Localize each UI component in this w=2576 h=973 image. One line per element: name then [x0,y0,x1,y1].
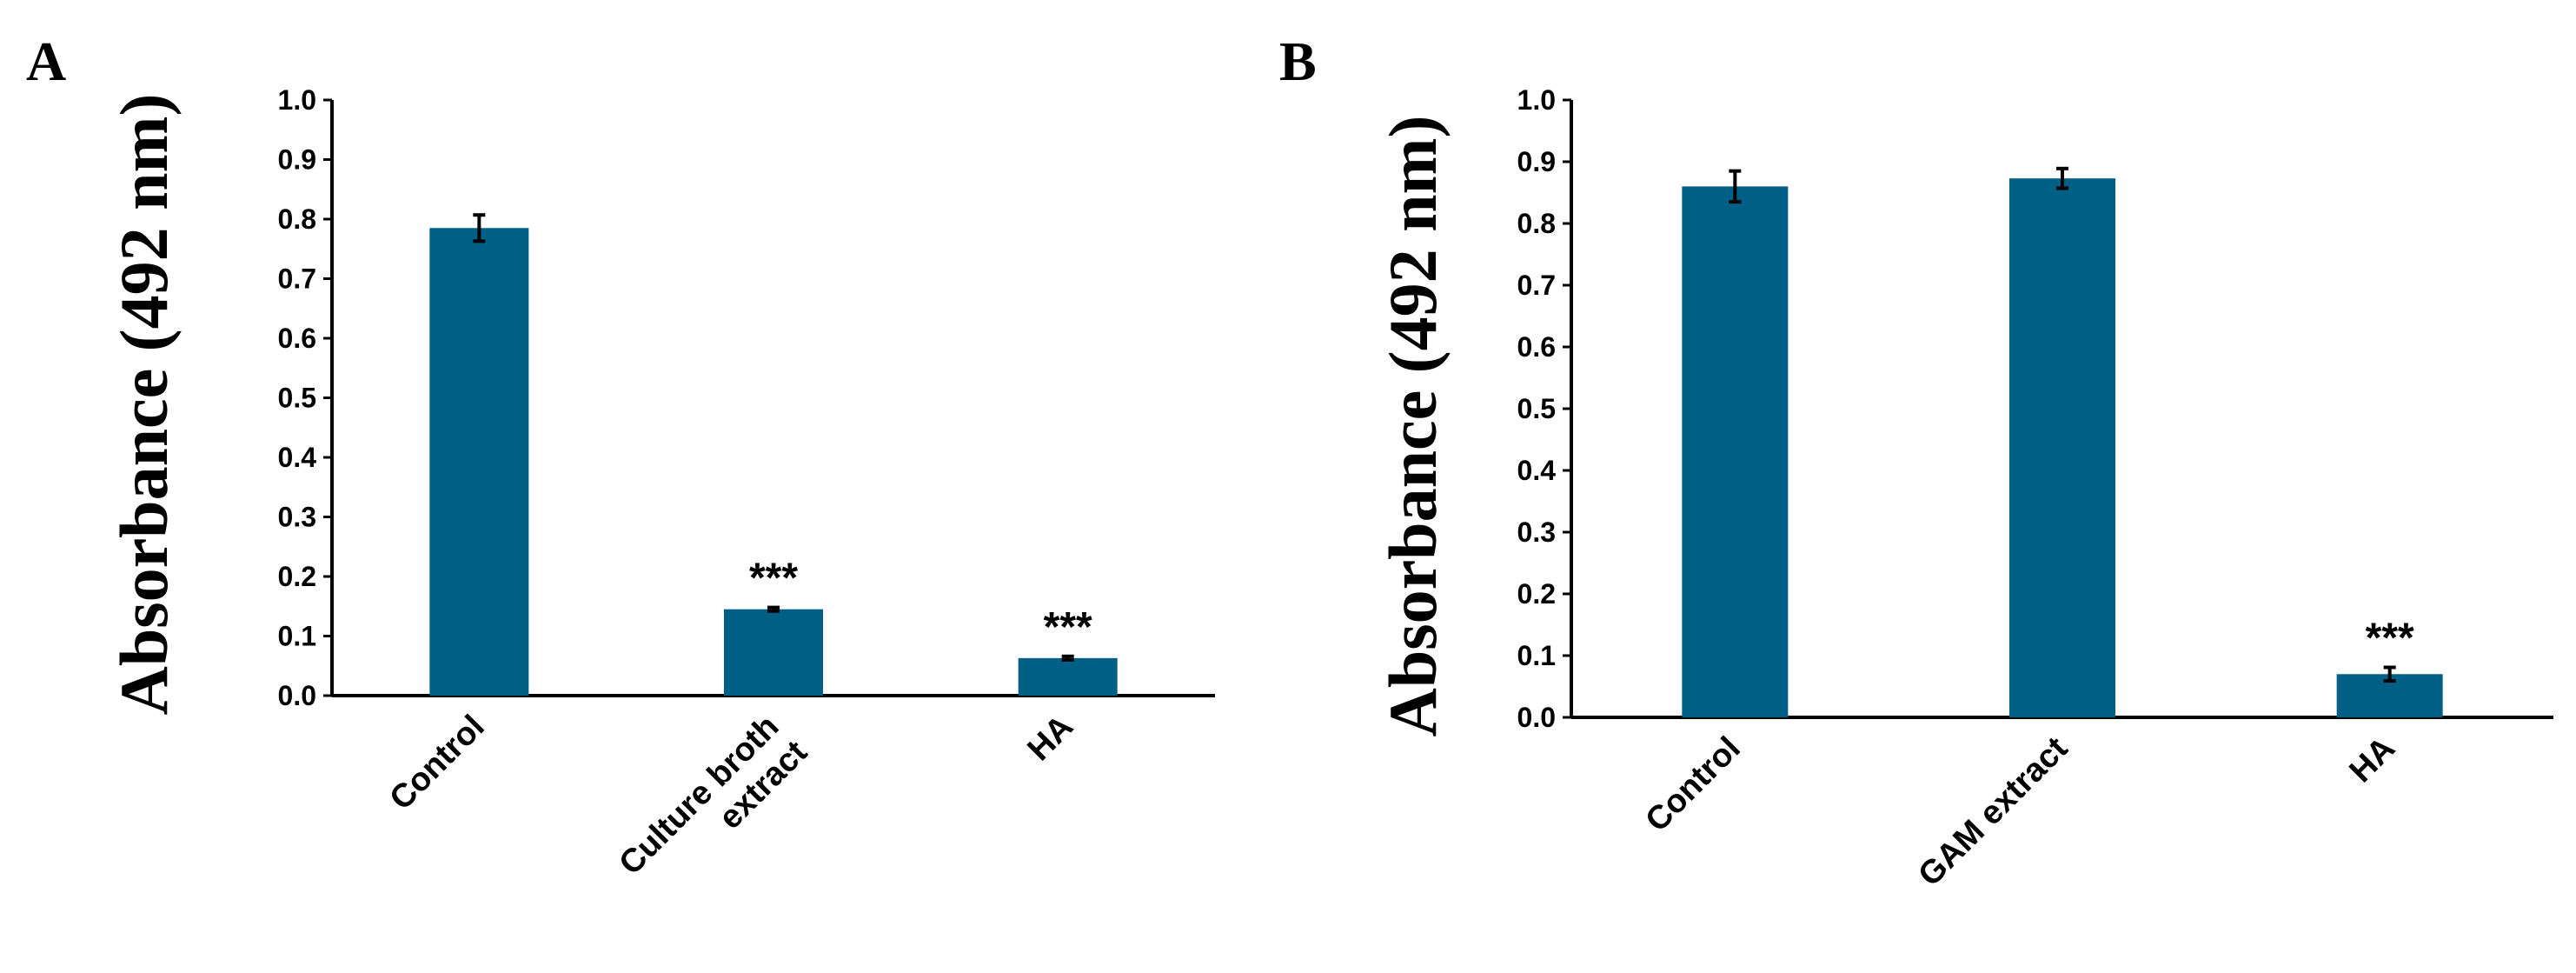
y-tick-label: 0.3 [1517,516,1556,548]
x-tick-label: Culture brothextract [613,707,815,910]
y-tick-label: 0.9 [278,144,316,176]
y-tick-label: 0.8 [278,203,316,235]
chart-panel-a: A Absorbance (492 nm) 0.0 0.1 0.2 0.3 0.4 0.5 0.… [26,30,1215,910]
significance-annotation: *** [2366,615,2414,661]
significance-annotation: *** [749,556,798,602]
y-tick-label: 0.8 [1517,208,1556,239]
significance-annotation: *** [1044,604,1092,650]
y-tick-label: 1.0 [1517,84,1556,116]
y-tick-label: 0.0 [1517,702,1556,733]
chart-panel-b: B Absorbance (492 nm) 0.0 0.1 0.2 0.3 0.4 0.5 0.… [1279,30,2553,894]
panel-letter: A [26,30,66,92]
bar [1682,186,1789,717]
y-tick-label: 0.7 [1517,270,1556,301]
x-tick-label: HA [1021,709,1081,769]
x-tick-label-line: Control [1638,730,1747,839]
y-tick-label: 0.4 [1517,455,1557,486]
x-tick-label: Control [1638,730,1747,839]
x-tick-label-line: HA [2343,730,2403,790]
y-tick-label: 0.5 [278,383,316,414]
x-tick-label: Control [382,709,491,817]
y-tick-label: 1.0 [278,84,316,116]
y-tick-label: 0.1 [278,621,316,652]
bar [429,228,529,696]
x-tick-label: HA [2343,730,2403,790]
x-tick-label-line: Control [382,709,491,817]
y-axis-label: Absorbance (492 nm) [1375,116,1451,737]
bar [724,609,823,696]
y-axis-label: Absorbance (492 nm) [106,94,182,716]
y-tick-label: 0.9 [1517,146,1556,177]
y-tick-label: 0.7 [278,263,316,295]
bar [1018,657,1118,696]
x-tick-label: GAM extract [1911,730,2075,893]
y-tick-label: 0.2 [278,561,316,592]
y-tick-label: 0.5 [1517,393,1556,424]
y-tick-label: 0.1 [1517,640,1556,671]
x-tick-label-line: GAM extract [1911,730,2075,893]
y-tick-label: 0.0 [278,680,316,711]
y-tick-label: 0.6 [278,323,316,354]
x-tick-label-line: HA [1021,709,1081,769]
y-tick-label: 0.4 [278,442,317,473]
y-tick-label: 0.6 [1517,331,1556,363]
bar [2009,178,2115,718]
y-tick-label: 0.2 [1517,578,1556,610]
y-tick-label: 0.3 [278,502,316,533]
panel-letter: B [1279,30,1317,92]
